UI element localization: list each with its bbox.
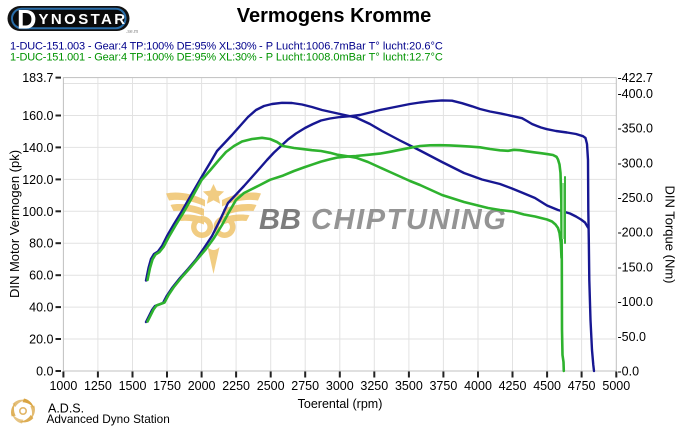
svg-text:DIN Motor Vermogen (pk): DIN Motor Vermogen (pk) [7,150,22,298]
svg-text:2250: 2250 [222,379,250,393]
svg-text:0.0: 0.0 [36,365,53,379]
svg-text:1500: 1500 [119,379,147,393]
svg-text:Advanced Dyno Station: Advanced Dyno Station [47,412,170,426]
svg-text:A.D.S.: A.D.S. [48,402,84,416]
svg-text:BB: BB [259,204,301,236]
svg-text:3250: 3250 [360,379,388,393]
svg-text:5000: 5000 [602,379,630,393]
svg-text:120.0: 120.0 [22,173,53,187]
svg-text:3500: 3500 [395,379,423,393]
svg-text:-300.0: -300.0 [618,156,653,170]
svg-text:4750: 4750 [568,379,596,393]
svg-text:1-DUC-151.001 - Gear:4 TP:100%: 1-DUC-151.001 - Gear:4 TP:100% DE:95% XL… [10,52,257,64]
svg-text:183.7: 183.7 [22,71,53,85]
svg-text:4000: 4000 [464,379,492,393]
svg-text:Vermogens Kromme: Vermogens Kromme [237,5,432,27]
svg-text:2500: 2500 [257,379,285,393]
svg-text:100.0: 100.0 [22,205,53,219]
svg-text:1-DUC-151.003 - Gear:4 TP:100%: 1-DUC-151.003 - Gear:4 TP:100% DE:95% XL… [10,41,257,53]
svg-text:-400.0: -400.0 [618,87,653,101]
svg-text:-200.0: -200.0 [618,226,653,240]
svg-text:4500: 4500 [533,379,561,393]
svg-text:80.0: 80.0 [29,237,53,251]
svg-text:-100.0: -100.0 [618,295,653,309]
svg-text:4250: 4250 [499,379,527,393]
svg-text:-50.0: -50.0 [618,330,647,344]
svg-text:160.0: 160.0 [22,109,53,123]
svg-text:- P Lucht:1006.7mBar T° lucht:: - P Lucht:1006.7mBar T° lucht:20.6°C [259,41,443,53]
svg-text:DIN Torque (Nm): DIN Torque (Nm) [663,185,678,283]
svg-text:3000: 3000 [326,379,354,393]
svg-text:Toerental (rpm): Toerental (rpm) [298,397,383,411]
svg-text:- P Lucht:1008.0mBar T° lucht:: - P Lucht:1008.0mBar T° lucht:12.7°C [259,52,443,64]
svg-text:3750: 3750 [429,379,457,393]
svg-text:1250: 1250 [84,379,112,393]
svg-text:D: D [17,5,37,35]
svg-text:2750: 2750 [291,379,319,393]
svg-text:-422.7: -422.7 [618,71,653,85]
svg-text:20.0: 20.0 [29,333,53,347]
svg-text:40.0: 40.0 [29,301,53,315]
svg-text:1000: 1000 [49,379,77,393]
svg-text:140.0: 140.0 [22,141,53,155]
svg-text:CHIPTUNING: CHIPTUNING [311,204,507,236]
svg-text:-350.0: -350.0 [618,122,653,136]
svg-text:2000: 2000 [188,379,216,393]
svg-text:60.0: 60.0 [29,269,53,283]
svg-text:YNOSTAR: YNOSTAR [39,11,128,28]
svg-text:-0.0: -0.0 [618,365,640,379]
svg-text:1750: 1750 [153,379,181,393]
svg-text:.se.m: .se.m [126,29,138,35]
svg-text:-250.0: -250.0 [618,191,653,205]
svg-text:-150.0: -150.0 [618,260,653,274]
